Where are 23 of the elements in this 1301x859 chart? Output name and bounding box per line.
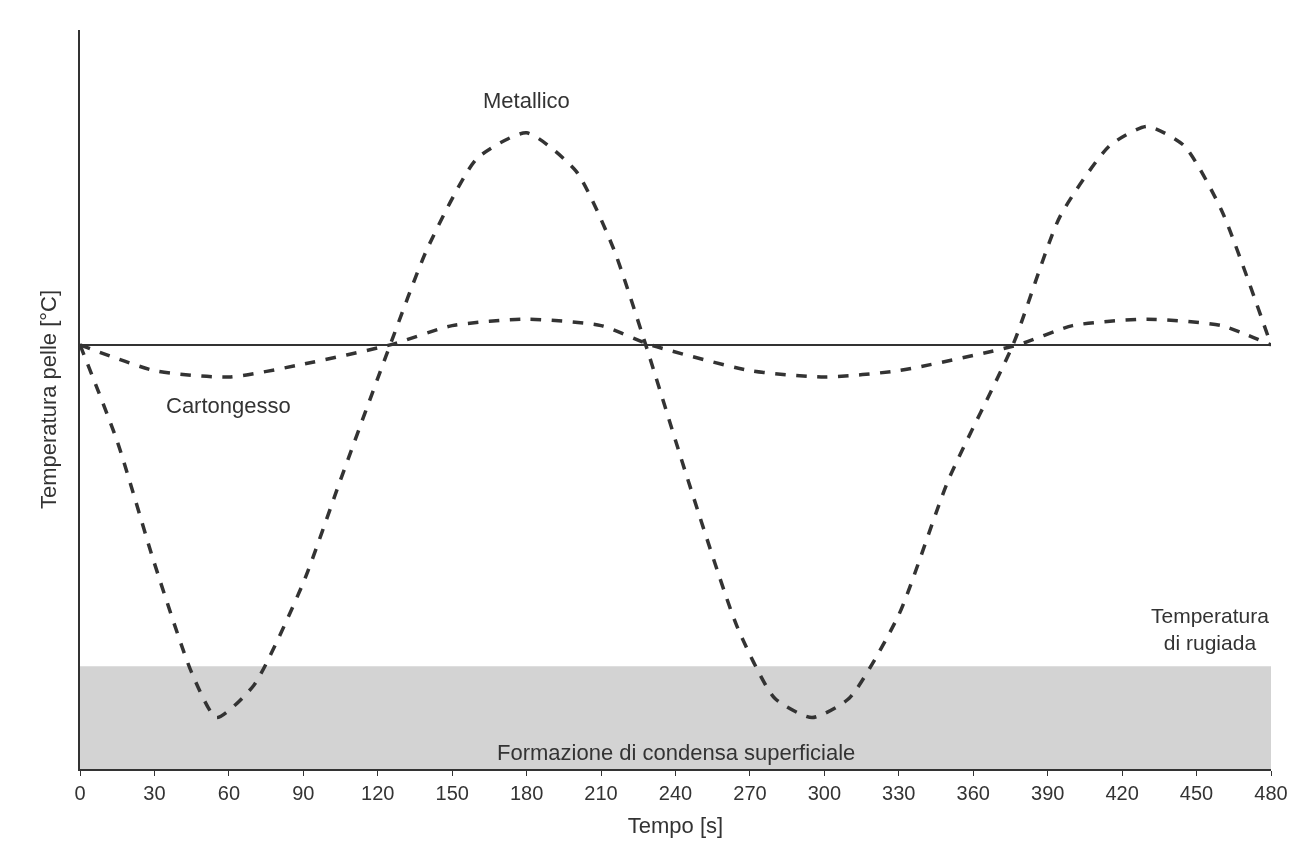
x-tick-label: 180 (509, 782, 544, 804)
band-label: Formazione di condensa superficiale (497, 740, 856, 765)
x-tick-label: 150 (435, 782, 469, 804)
series-label: Cartongesso (166, 393, 291, 418)
annotation: Temperatura di rugiada (1151, 604, 1270, 655)
x-tick-label: 390 (1031, 782, 1065, 804)
x-tick-label: 360 (956, 782, 990, 804)
x-tick-label: 240 (658, 782, 693, 804)
x-tick-label: 270 (733, 782, 767, 804)
x-tick-label: 420 (1105, 782, 1139, 804)
x-tick-label: 60 (217, 782, 241, 804)
x-tick-label: 0 (74, 782, 86, 804)
x-tick-label: 300 (807, 782, 842, 804)
x-tick-label: 30 (143, 782, 166, 804)
x-tick-label: 210 (584, 782, 618, 804)
x-tick-label: 330 (882, 782, 916, 804)
y-axis-title: Temperatura pelle [°C] (36, 289, 62, 510)
x-tick-label: 90 (292, 782, 315, 804)
series-label: Metallico (483, 88, 570, 113)
x-axis-title: Tempo [s] (627, 813, 724, 839)
x-tick-label: 450 (1179, 782, 1214, 804)
x-tick-label: 480 (1254, 782, 1288, 804)
x-tick-label: 120 (361, 782, 395, 804)
